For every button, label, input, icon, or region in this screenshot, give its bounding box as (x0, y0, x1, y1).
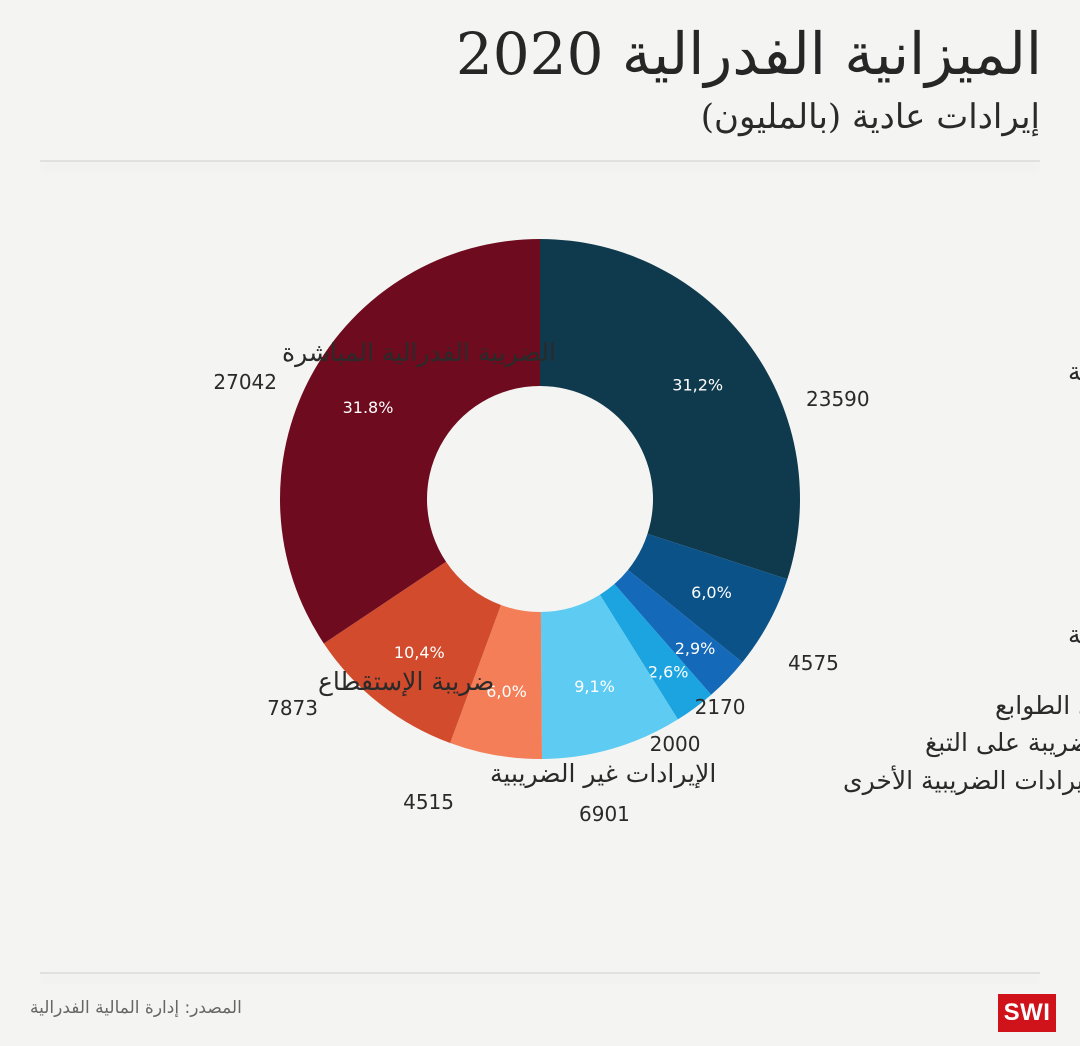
slice-value-label-6: 4515 (403, 790, 454, 814)
slice-value-label-5: 6901 (579, 802, 630, 826)
source-note: المصدر: إدارة المالية الفدرالية (30, 998, 242, 1018)
slice-name-label-3: الضريبة على الطوابع (995, 691, 1080, 721)
pie-slice-5 (540, 594, 678, 759)
slice-value-label-8: 27042 (213, 370, 277, 394)
slice-percent-label-7: 10,4% (394, 643, 445, 662)
pie-slice-3 (614, 569, 743, 695)
slice-percent-label-6: 6,0% (486, 682, 527, 701)
footer-divider (40, 972, 1040, 974)
slice-name-label-4: الضريبة على التبغ (925, 728, 1080, 758)
chart-title: الميزانية الفدرالية 2020 (455, 20, 1042, 88)
slice-name-label-7: ضريبة الإستقطاع (318, 667, 494, 697)
swi-logo: SWI (998, 994, 1056, 1032)
pie-slice-1 (540, 239, 800, 580)
slice-name-label-1: ضريبة على القيمة المضافة (1068, 357, 1080, 387)
pie-slice-8 (280, 238, 540, 644)
slice-name-label-8: الضريبة الفدرالية المباشرة (282, 338, 556, 368)
slice-value-label-7: 7873 (267, 696, 318, 720)
slice-name-label-5: الإيرادات الضريبية الأخرى (843, 764, 1080, 796)
chart-subtitle: إيرادات عادية (بالمليون) (700, 97, 1040, 137)
header-divider (40, 160, 1040, 162)
slice-value-label-2: 4575 (788, 651, 839, 675)
slice-percent-label-3: 2,9% (675, 639, 716, 658)
slice-name-label-6: الإيرادات غير الضريبية (490, 759, 716, 789)
slice-percent-label-2: 6,0% (691, 583, 732, 602)
pie-slice-7 (323, 561, 501, 743)
slice-value-label-4: 2000 (650, 732, 701, 756)
slice-percent-label-5: 9,1% (574, 677, 615, 696)
pie-slice-6 (450, 605, 543, 759)
pie-slice-4 (599, 584, 712, 720)
slice-percent-label-8: 31.8% (343, 398, 394, 417)
slice-percent-label-1: 31,2% (672, 375, 723, 394)
slice-value-label-1: 23590 (806, 387, 870, 411)
slice-name-label-2: ضريبة على الزيوت المعدنية (1068, 620, 1080, 650)
slice-percent-label-4: 2,6% (648, 663, 689, 682)
pie-slice-2 (627, 533, 788, 663)
slice-value-label-3: 2170 (695, 695, 746, 719)
